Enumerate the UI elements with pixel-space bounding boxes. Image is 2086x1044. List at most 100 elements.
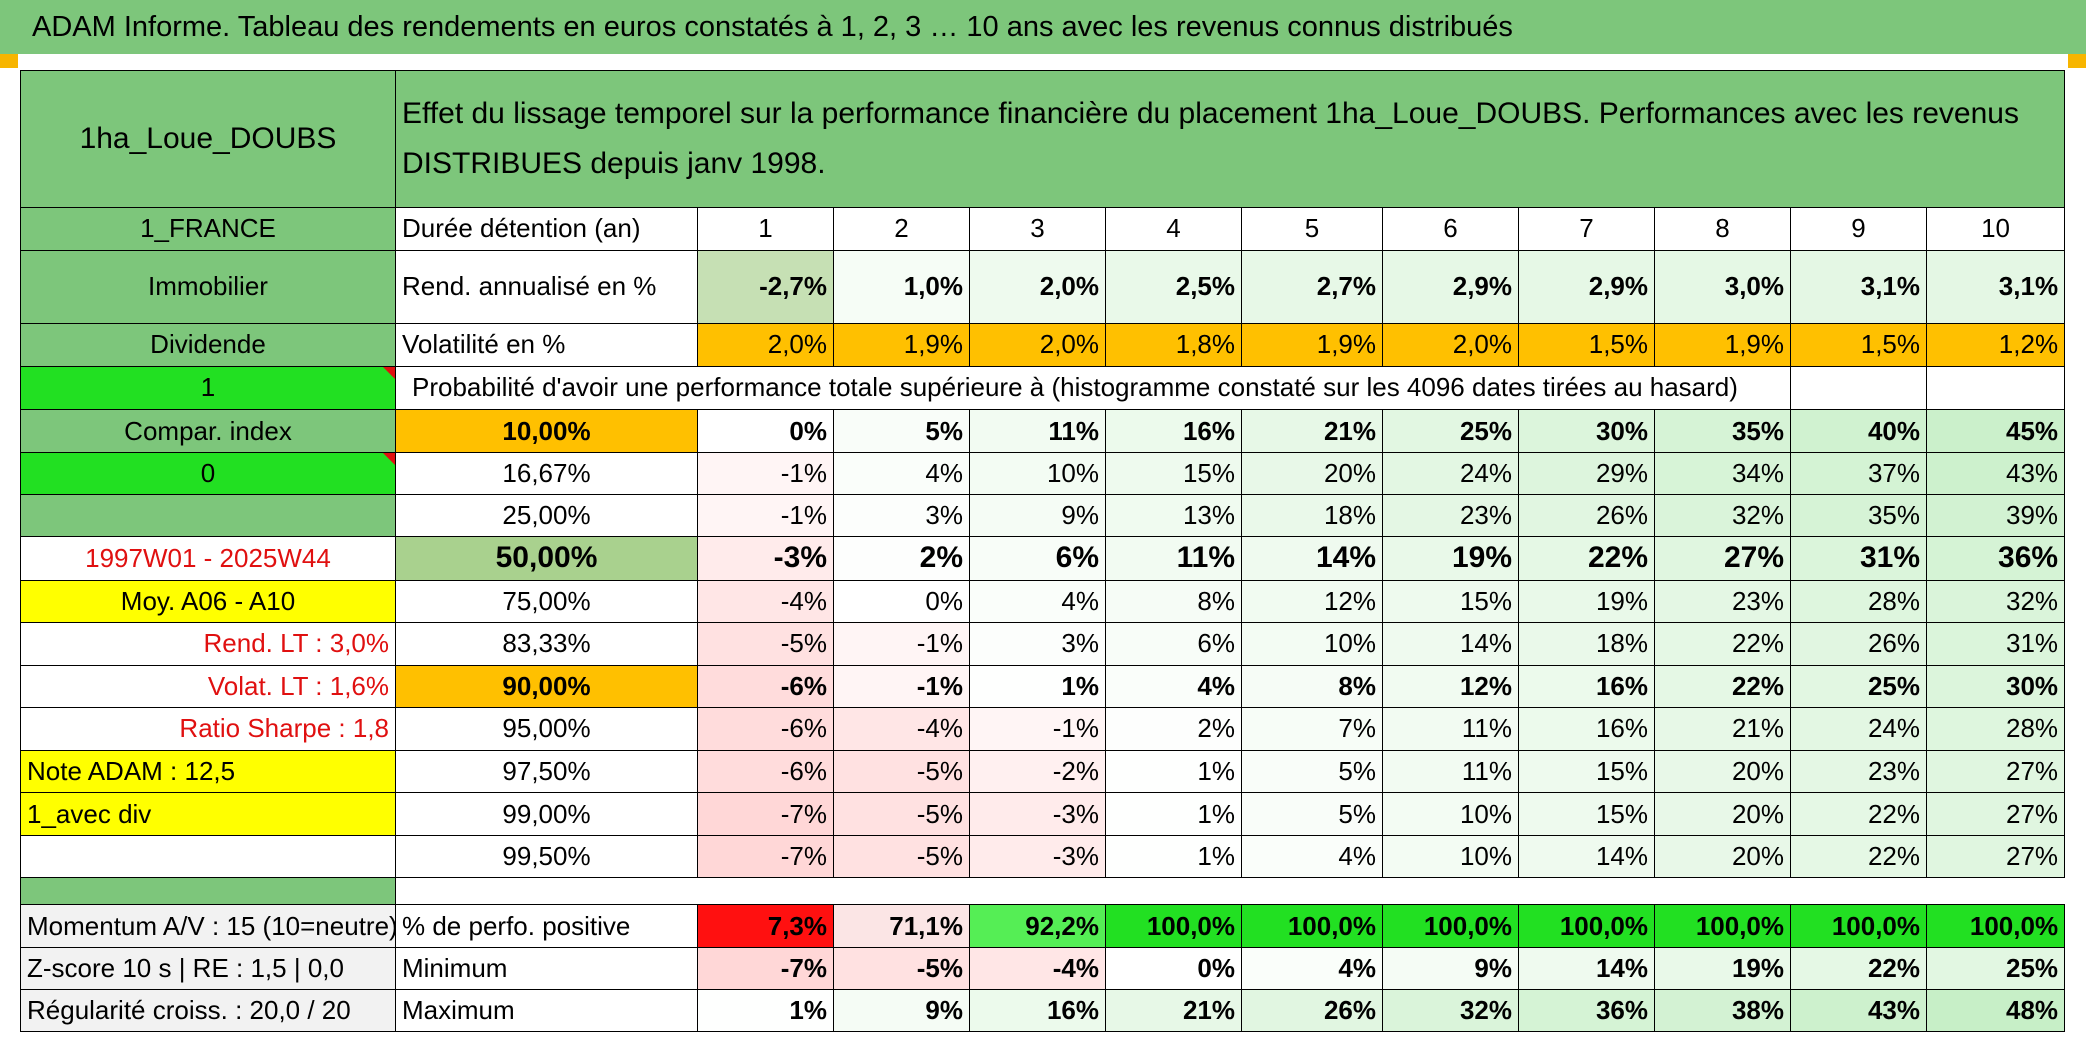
quantile-value: 34% xyxy=(1654,452,1791,496)
quantile-value: 9% xyxy=(969,494,1106,538)
flag-one[interactable]: 1 xyxy=(20,365,396,411)
quantile-value: -2% xyxy=(969,750,1106,794)
rend-value: 2,9% xyxy=(1382,249,1519,324)
minimum-label: Minimum xyxy=(395,946,698,990)
quantile-value: 5% xyxy=(833,409,970,454)
quantile-label: 97,50% xyxy=(395,750,698,794)
quantile-value: 22% xyxy=(1790,792,1927,837)
quantile-value: 15% xyxy=(1382,579,1519,623)
quantile-label: 99,00% xyxy=(395,792,698,837)
quantile-label: 16,67% xyxy=(395,452,698,496)
quantile-value: 14% xyxy=(1382,621,1519,666)
quantile-value: -6% xyxy=(697,664,834,708)
quantile-value: 27% xyxy=(1654,536,1791,581)
quantile-value: 18% xyxy=(1241,494,1383,538)
volat-value: 1,2% xyxy=(1925,322,2066,367)
quantile-value: 4% xyxy=(833,452,970,496)
rend-value: -2,7% xyxy=(697,249,834,324)
flag-zero[interactable]: 0 xyxy=(20,452,396,496)
minimum-value: 22% xyxy=(1790,946,1927,990)
period: 1997W01 - 2025W44 xyxy=(20,536,396,581)
quantile-value: 11% xyxy=(1382,750,1519,794)
quantile-value: 1% xyxy=(1105,792,1242,837)
minimum-value: 0% xyxy=(1105,946,1242,990)
quantile-value: 22% xyxy=(1654,621,1791,666)
quantile-value: -5% xyxy=(833,835,970,879)
quantile-value: 8% xyxy=(1241,664,1383,708)
category: Immobilier xyxy=(20,249,396,324)
description: Effet du lissage temporel sur la perform… xyxy=(394,69,2066,209)
quantile-value: 39% xyxy=(1925,494,2066,538)
duration-label: Durée détention (an) xyxy=(395,207,698,251)
quantile-value: 27% xyxy=(1925,792,2066,837)
volat-lt: Volat. LT : 1,6% xyxy=(20,664,396,708)
regularite: Régularité croiss. : 20,0 / 20 xyxy=(20,988,396,1033)
moyenne-label: Moy. A06 - A10 xyxy=(20,579,396,623)
quantile-value: 45% xyxy=(1925,409,2066,454)
quantile-value: -1% xyxy=(697,494,834,538)
maximum-value: 21% xyxy=(1105,988,1242,1033)
quantile-value: 12% xyxy=(1382,664,1519,708)
quantile-label: 83,33% xyxy=(395,621,698,666)
maximum-value: 43% xyxy=(1790,988,1927,1033)
quantile-value: 5% xyxy=(1241,750,1383,794)
quantile-value: 22% xyxy=(1654,664,1791,708)
quantile-value: -1% xyxy=(833,621,970,666)
quantile-label: 50,00% xyxy=(395,536,698,581)
maximum-value: 9% xyxy=(833,988,970,1033)
volat-value: 1,9% xyxy=(1654,322,1791,367)
quantile-value: 30% xyxy=(1518,409,1655,454)
probability-label: Probabilité d'avoir une performance tota… xyxy=(412,372,1738,403)
spacer-green xyxy=(20,877,396,906)
quantile-value: 15% xyxy=(1518,750,1655,794)
quantile-value: -1% xyxy=(697,452,834,496)
ratio-sharpe: Ratio Sharpe : 1,8 xyxy=(20,706,396,752)
quantile-value: 16% xyxy=(1518,664,1655,708)
quantile-value: 14% xyxy=(1518,835,1655,879)
quantile-value: 20% xyxy=(1654,792,1791,837)
rend-value: 3,1% xyxy=(1790,249,1927,324)
rend-value: 2,0% xyxy=(969,249,1106,324)
positive-value: 100,0% xyxy=(1241,904,1383,948)
quantile-value: 32% xyxy=(1925,579,2066,623)
quantile-value: 22% xyxy=(1790,835,1927,879)
positive-value: 100,0% xyxy=(1790,904,1927,948)
quantile-value: 6% xyxy=(969,536,1106,581)
positive-value: 100,0% xyxy=(1105,904,1242,948)
maximum-value: 32% xyxy=(1382,988,1519,1033)
positive-value: 92,2% xyxy=(969,904,1106,948)
quantile-value: 21% xyxy=(1241,409,1383,454)
quantile-label: 90,00% xyxy=(395,664,698,708)
quantile-value: 4% xyxy=(1105,664,1242,708)
quantile-value: -5% xyxy=(833,750,970,794)
volat-value: 2,0% xyxy=(697,322,834,367)
quantile-value: 24% xyxy=(1790,706,1927,752)
maximum-value: 26% xyxy=(1241,988,1383,1033)
quantile-value: 10% xyxy=(1382,792,1519,837)
quantile-value: 2% xyxy=(1105,706,1242,752)
maximum-label: Maximum xyxy=(395,988,698,1033)
quantile-value: 15% xyxy=(1105,452,1242,496)
quantile-value: -6% xyxy=(697,706,834,752)
quantile-value: -1% xyxy=(969,706,1106,752)
year-header: 1 xyxy=(697,207,834,251)
quantile-value: 10% xyxy=(1241,621,1383,666)
minimum-value: 9% xyxy=(1382,946,1519,990)
rend-value: 1,0% xyxy=(833,249,970,324)
quantile-value: 5% xyxy=(1241,792,1383,837)
positive-value: 100,0% xyxy=(1654,904,1791,948)
quantile-value: 15% xyxy=(1518,792,1655,837)
quantile-value: 26% xyxy=(1518,494,1655,538)
blank-green-cell xyxy=(20,494,396,538)
maximum-value: 36% xyxy=(1518,988,1655,1033)
maximum-value: 48% xyxy=(1925,988,2066,1033)
quantile-value: 4% xyxy=(969,579,1106,623)
quantile-value: 11% xyxy=(1105,536,1242,581)
quantile-value: 35% xyxy=(1654,409,1791,454)
minimum-value: 14% xyxy=(1518,946,1655,990)
quantile-value: 10% xyxy=(1382,835,1519,879)
maximum-value: 16% xyxy=(969,988,1106,1033)
rend-value: 2,7% xyxy=(1241,249,1383,324)
quantile-label: 10,00% xyxy=(395,409,698,454)
quantile-value: 12% xyxy=(1241,579,1383,623)
